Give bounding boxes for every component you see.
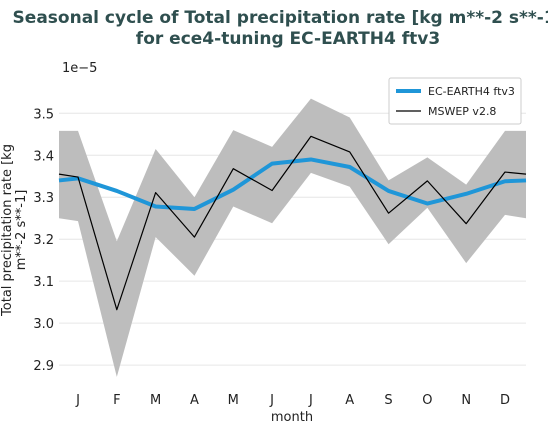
chart-title-line1: Seasonal cycle of Total precipitation ra… [13, 8, 548, 28]
x-tick-label: J [308, 393, 313, 408]
y-tick-label: 3.1 [33, 275, 54, 290]
series-line-ec-earth [58, 157, 527, 211]
x-tick-label: S [384, 393, 392, 408]
legend-label-mswep: MSWEP v2.8 [428, 105, 496, 118]
legend-label-ec-earth: EC-EARTH4 ftv3 [428, 85, 515, 98]
x-axis-label: month [271, 410, 313, 425]
x-tick-label: N [461, 393, 471, 408]
series-line-mswep [58, 135, 527, 311]
x-tick-label: M [228, 393, 239, 408]
y-scale-multiplier: 1e−5 [62, 61, 97, 76]
y-axis-label-line2: m**-2 s**-1] [14, 190, 29, 271]
y-tick-label: 3.5 [33, 107, 54, 122]
x-tick-label: O [422, 393, 432, 408]
y-tick-label: 3.2 [33, 233, 54, 248]
y-tick-labels: 2.9 3.0 3.1 3.2 3.3 3.4 3.5 [33, 107, 54, 374]
y-tick-label: 3.3 [33, 191, 54, 206]
legend: EC-EARTH4 ftv3 MSWEP v2.8 [388, 77, 522, 125]
y-tick-label: 3.0 [33, 317, 54, 332]
chart-title-line2: for ece4-tuning EC-EARTH4 ftv3 [136, 29, 440, 49]
x-tick-label: F [113, 393, 120, 408]
series-layer [58, 135, 527, 311]
x-tick-label: A [345, 393, 354, 408]
x-tick-label: A [190, 393, 199, 408]
x-tick-label: J [269, 393, 274, 408]
legend-box [388, 77, 522, 125]
y-tick-label: 2.9 [33, 359, 54, 374]
x-tick-label: J [75, 393, 80, 408]
x-tick-label: D [500, 393, 510, 408]
y-axis-label-line1: Total precipitation rate [kg [0, 144, 15, 317]
x-tick-label: M [150, 393, 161, 408]
spread-band [59, 98, 526, 377]
y-axis-label: Total precipitation rate [kg m**-2 s**-1… [0, 144, 29, 317]
spread-band-layer [59, 98, 526, 377]
y-tick-label: 3.4 [33, 149, 54, 164]
